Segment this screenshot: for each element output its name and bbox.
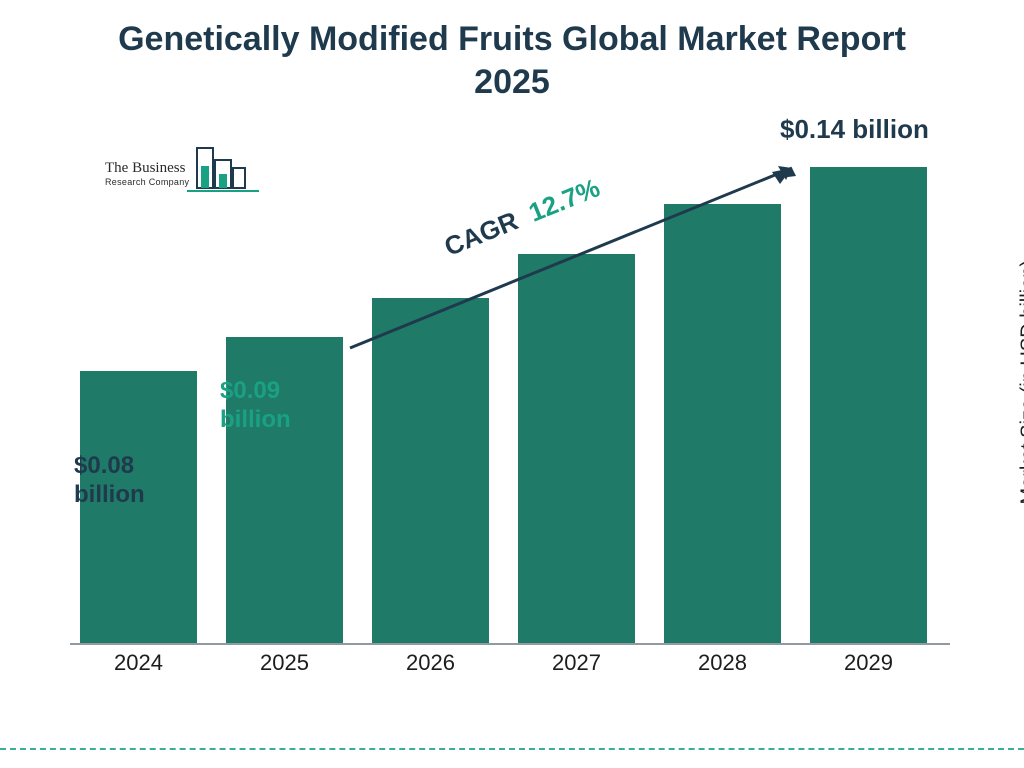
callout-2025-value: $0.09 — [220, 377, 291, 406]
x-label-2027: 2027 — [517, 650, 637, 676]
callout-2025: $0.09 billion — [220, 377, 291, 435]
x-label-2028: 2028 — [663, 650, 783, 676]
x-axis-labels: 2024 2025 2026 2027 2028 2029 — [70, 650, 950, 690]
x-axis-baseline — [70, 643, 950, 645]
y-axis-label: Market Size (in USD billion) — [1018, 260, 1024, 505]
callout-2024-unit: billion — [74, 481, 145, 510]
plot: $0.08 billion $0.09 billion $0.14 billio… — [70, 150, 950, 645]
callout-2029: $0.14 billion — [780, 114, 929, 145]
chart-area: $0.08 billion $0.09 billion $0.14 billio… — [70, 150, 950, 695]
chart-title: Genetically Modified Fruits Global Marke… — [0, 18, 1024, 103]
callout-2025-unit: billion — [220, 406, 291, 435]
x-label-2029: 2029 — [809, 650, 929, 676]
chart-container: { "title": "Genetically Modified Fruits … — [0, 0, 1024, 768]
x-label-2025: 2025 — [225, 650, 345, 676]
callout-2024-value: $0.08 — [74, 452, 145, 481]
callout-2024: $0.08 billion — [74, 452, 145, 510]
x-label-2026: 2026 — [371, 650, 491, 676]
x-label-2024: 2024 — [79, 650, 199, 676]
footer-dashed-line — [0, 748, 1024, 750]
bar-2029 — [810, 167, 927, 643]
